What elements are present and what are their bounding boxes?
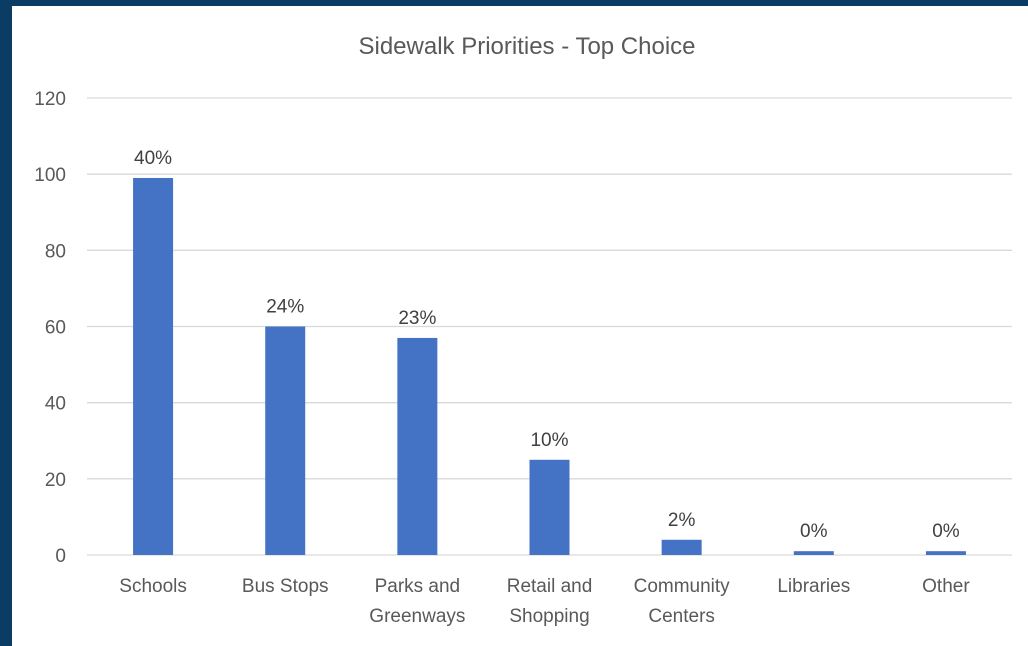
data-label: 23%	[398, 308, 436, 329]
bar	[661, 539, 702, 555]
category-labels: Schools Bus Stops Parks and Greenways Retail…	[119, 576, 970, 627]
data-label: 24%	[266, 297, 304, 318]
data-label: 10%	[530, 430, 568, 451]
bar	[925, 551, 966, 555]
bar-chart: Sidewalk Priorities - Top Choice 0 20 40 60…	[34, 33, 1012, 627]
y-tick-label: 40	[45, 394, 66, 415]
category-label: Bus Stops	[242, 576, 329, 597]
category-label: Libraries	[777, 576, 850, 597]
data-labels: 40% 24% 23% 10% 2% 0% 0%	[134, 148, 960, 542]
y-axis-ticks: 0 20 40 60 80 100 120	[34, 89, 66, 567]
y-tick-label: 100	[34, 165, 66, 186]
category-label: Centers	[648, 606, 715, 627]
data-label: 40%	[134, 148, 172, 169]
bar	[265, 326, 306, 555]
category-label: Greenways	[369, 606, 465, 627]
data-label: 0%	[800, 521, 828, 542]
category-label: Schools	[119, 576, 187, 597]
chart-title: Sidewalk Priorities - Top Choice	[358, 33, 695, 60]
bar	[133, 177, 174, 555]
y-tick-label: 0	[55, 546, 66, 567]
category-label: Shopping	[509, 606, 589, 627]
y-tick-label: 120	[34, 89, 66, 110]
data-label: 2%	[668, 510, 696, 531]
category-label: Parks and	[375, 576, 461, 597]
bar	[529, 459, 570, 555]
data-label: 0%	[932, 521, 960, 542]
category-label: Community	[634, 576, 731, 597]
bar	[793, 551, 834, 555]
y-tick-label: 80	[45, 241, 66, 262]
category-label: Retail and	[507, 576, 593, 597]
category-label: Other	[922, 576, 970, 597]
gridlines	[87, 97, 1012, 556]
y-tick-label: 20	[45, 470, 66, 491]
bars	[133, 177, 966, 555]
chart-frame: Sidewalk Priorities - Top Choice 0 20 40 60…	[12, 6, 1028, 646]
bar	[397, 337, 438, 555]
y-tick-label: 60	[45, 318, 66, 339]
